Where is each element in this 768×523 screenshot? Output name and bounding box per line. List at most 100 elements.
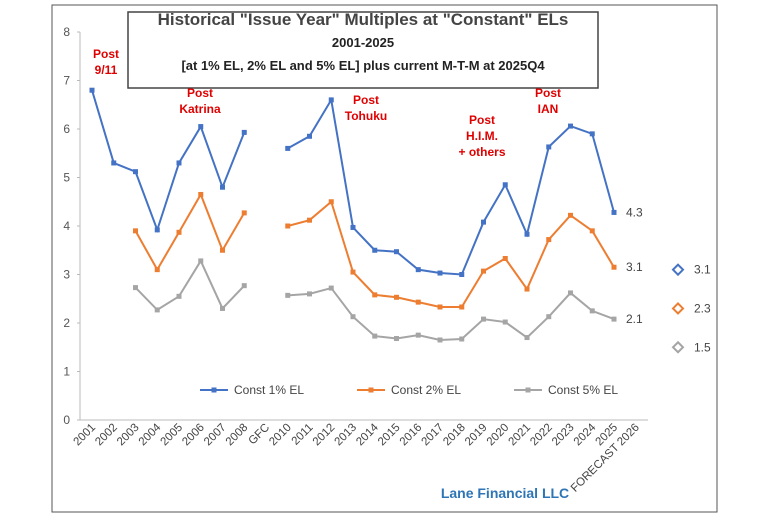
point-marker: [89, 87, 95, 93]
point-marker: [459, 304, 465, 310]
point-marker: [350, 224, 356, 230]
point-marker: [546, 237, 552, 243]
legend-marker: [211, 387, 217, 393]
point-marker: [611, 264, 617, 270]
point-marker: [372, 247, 378, 253]
y-tick-label: 5: [63, 171, 70, 185]
point-marker: [415, 332, 421, 338]
point-marker: [111, 160, 117, 166]
series-line: [134, 258, 615, 341]
point-marker: [372, 292, 378, 298]
point-marker: [133, 285, 138, 291]
y-tick-label: 3: [63, 268, 70, 282]
point-marker: [198, 124, 204, 130]
legend-marker: [368, 387, 374, 393]
point-marker: [502, 182, 508, 188]
point-marker: [133, 169, 138, 175]
point-marker: [350, 314, 356, 320]
series-line: [91, 89, 615, 276]
point-marker: [372, 333, 378, 339]
y-tick-label: 1: [63, 365, 70, 379]
title-box: [127, 11, 599, 89]
annotation: Post: [469, 113, 495, 127]
annotation: Tohuku: [345, 109, 387, 123]
point-marker: [176, 293, 182, 299]
annotation: + others: [458, 145, 505, 159]
point-marker: [546, 314, 552, 320]
value-label: 2.1: [626, 312, 643, 326]
point-marker: [154, 227, 160, 233]
point-marker: [611, 316, 617, 322]
series-line: [134, 192, 615, 308]
forecast-label: 3.1: [694, 263, 711, 277]
annotation: IAN: [538, 102, 559, 116]
annotation: 9/11: [95, 63, 118, 77]
point-marker: [524, 335, 530, 341]
annotation: Post: [187, 86, 213, 100]
annotation: Post: [93, 47, 119, 61]
point-marker: [220, 305, 225, 311]
point-marker: [307, 217, 312, 223]
forecast-marker: [671, 263, 685, 277]
point-marker: [198, 258, 204, 264]
point-marker: [524, 286, 530, 292]
point-marker: [415, 299, 421, 305]
annotation: Post: [353, 93, 379, 107]
point-marker: [328, 97, 334, 103]
point-marker: [589, 228, 595, 234]
point-marker: [437, 337, 443, 343]
legend-marker: [525, 387, 531, 393]
point-marker: [350, 269, 356, 275]
y-tick-label: 0: [63, 413, 70, 427]
point-marker: [568, 123, 573, 129]
forecast-marker: [671, 340, 685, 354]
y-tick-label: 2: [63, 316, 70, 330]
point-marker: [176, 160, 182, 166]
point-marker: [481, 219, 486, 225]
point-marker: [589, 308, 595, 314]
point-marker: [394, 294, 399, 300]
y-tick-label: 8: [63, 25, 70, 39]
point-marker: [307, 291, 312, 297]
point-marker: [133, 228, 138, 234]
point-marker: [459, 272, 465, 277]
y-tick-label: 6: [63, 122, 70, 136]
point-marker: [415, 267, 421, 273]
point-marker: [568, 290, 573, 296]
point-marker: [546, 144, 552, 150]
legend-label: Const 1% EL: [234, 383, 304, 397]
point-marker: [285, 292, 291, 298]
y-tick-label: 7: [63, 74, 70, 88]
point-marker: [611, 209, 617, 215]
footer: Lane Financial LLC: [441, 485, 569, 501]
forecast-label: 1.5: [694, 340, 711, 354]
point-marker: [176, 229, 182, 235]
point-marker: [459, 336, 465, 342]
value-label: 4.3: [626, 205, 643, 219]
legend-label: Const 5% EL: [548, 383, 618, 397]
point-marker: [589, 131, 595, 137]
point-marker: [198, 191, 204, 197]
point-marker: [481, 268, 486, 274]
point-marker: [220, 247, 225, 253]
point-marker: [241, 210, 247, 216]
point-marker: [437, 304, 443, 310]
point-marker: [285, 145, 291, 151]
legend-label: Const 2% EL: [391, 383, 461, 397]
point-marker: [524, 231, 530, 237]
annotation: H.I.M.: [466, 129, 498, 143]
point-marker: [241, 129, 247, 135]
point-marker: [437, 270, 443, 276]
chart-title: 2001-2025: [332, 35, 394, 50]
y-tick-label: 4: [63, 219, 70, 233]
point-marker: [394, 336, 399, 342]
point-marker: [241, 283, 247, 289]
point-marker: [285, 223, 291, 229]
annotation: Post: [535, 86, 561, 100]
point-marker: [328, 199, 334, 205]
forecast-label: 2.3: [694, 301, 711, 315]
chart-title: Historical "Issue Year" Multiples at "Co…: [158, 10, 569, 29]
point-marker: [502, 255, 508, 261]
point-marker: [481, 316, 486, 322]
